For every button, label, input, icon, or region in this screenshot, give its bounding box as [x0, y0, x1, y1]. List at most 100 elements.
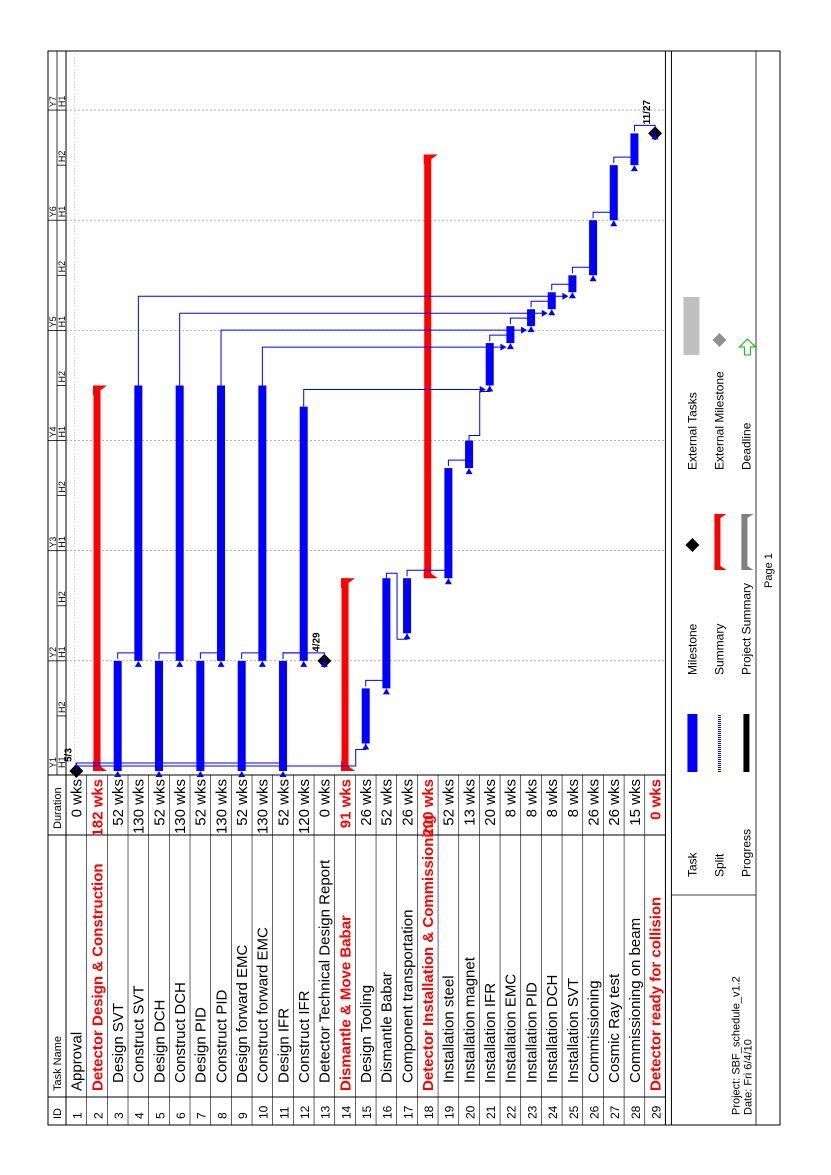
- task-id: 26: [587, 1105, 601, 1119]
- task-name: Detector Design & Construction: [89, 863, 106, 1091]
- timeline-year-label: Y7: [48, 96, 58, 107]
- dependency-arrowhead: [155, 771, 163, 777]
- legend-deadline-symbol: [738, 338, 757, 356]
- dependency-link: [220, 329, 526, 386]
- dependency-link: [530, 300, 553, 310]
- task-bar: [237, 660, 246, 771]
- dependency-arrowhead: [527, 326, 535, 333]
- legend-label-project-summary: Project Summary: [739, 583, 753, 675]
- task-name: Dismantle Babar: [379, 972, 396, 1083]
- dependency-link: [158, 652, 181, 661]
- task-name: Cosmic Ray test: [606, 973, 623, 1083]
- task-duration: 26 wks: [399, 779, 416, 826]
- task-bar: [299, 406, 308, 661]
- task-id: 12: [298, 1105, 312, 1119]
- task-duration: 0 wks: [647, 779, 664, 820]
- dependency-link: [592, 211, 615, 221]
- task-duration: 182 wks: [89, 779, 106, 837]
- dependency-arrowhead: [589, 275, 597, 282]
- task-duration: 20 wks: [482, 779, 499, 826]
- task-name: Design forward EMC: [234, 944, 251, 1083]
- dependency-arrowhead: [548, 309, 556, 316]
- summary-bar: [341, 578, 349, 771]
- task-name: Installation PID: [523, 982, 540, 1083]
- task-bar: [217, 385, 226, 661]
- legend-label-external-tasks: External Tasks: [685, 392, 699, 470]
- task-name: Construct DCH: [172, 982, 189, 1083]
- task-id: 8: [215, 1112, 229, 1119]
- task-bar: [589, 220, 598, 276]
- task-id: 14: [339, 1105, 353, 1119]
- timeline-half-label: H2: [57, 261, 67, 273]
- task-id: 13: [319, 1105, 333, 1119]
- legend-label-milestone: Milestone: [685, 623, 699, 675]
- task-duration: 0 wks: [317, 779, 334, 817]
- task-id: 1: [71, 1112, 85, 1119]
- dependency-link: [282, 652, 325, 661]
- task-duration: 52 wks: [441, 779, 458, 826]
- task-bar: [444, 468, 453, 579]
- dependency-link: [571, 266, 594, 276]
- task-name: Design PID: [193, 1007, 210, 1083]
- dependency-link: [468, 385, 491, 441]
- task-name: Construct IFR: [296, 990, 313, 1083]
- dependency-link: [551, 283, 573, 293]
- timeline-year-label: Y2: [48, 647, 58, 658]
- task-duration: 130 wks: [131, 779, 148, 834]
- task-name: Detector ready for collision: [647, 897, 664, 1091]
- task-duration: 52 wks: [151, 779, 168, 826]
- footer-frame: [670, 50, 781, 1126]
- task-duration: 52 wks: [110, 779, 127, 826]
- legend-label-external-milestone: External Milestone: [712, 371, 726, 470]
- dependency-arrowhead: [134, 660, 142, 667]
- task-name: Detector Technical Design Report: [317, 859, 334, 1083]
- dependency-link: [447, 459, 470, 469]
- dependency-arrowhead: [258, 660, 266, 667]
- task-name: Approval: [69, 1032, 86, 1091]
- task-id: 5: [153, 1112, 167, 1119]
- legend-milestone-symbol: [685, 538, 700, 552]
- task-name: Design IFR: [275, 1008, 292, 1083]
- task-duration: 52 wks: [234, 779, 251, 826]
- dependency-arrowhead: [196, 771, 204, 777]
- legend-label-summary: Summary: [712, 624, 726, 675]
- task-duration: 130 wks: [213, 779, 230, 834]
- task-name: Installation DCH: [544, 975, 561, 1083]
- task-name: Design DCH: [151, 1000, 168, 1083]
- footer-project: Project: SBF_schedule_v1.2: [730, 976, 742, 1115]
- dependency-arrowhead: [562, 292, 569, 300]
- task-id: 3: [112, 1112, 126, 1119]
- timeline-half-label: H2: [57, 591, 67, 603]
- task-duration: 52 wks: [379, 779, 396, 826]
- dependency-arrowhead: [486, 385, 494, 392]
- task-name: Installation SVT: [565, 978, 582, 1083]
- dependency-arrowhead: [114, 771, 122, 777]
- task-duration: 130 wks: [255, 779, 272, 834]
- dependency-arrowhead: [541, 309, 548, 317]
- timeline-half-label: H2: [57, 481, 67, 493]
- task-bar: [609, 165, 618, 221]
- task-id: 10: [257, 1105, 271, 1119]
- timeline-year-label: Y5: [48, 316, 58, 327]
- dependency-arrowhead: [500, 343, 507, 351]
- task-duration: 8 wks: [544, 779, 561, 817]
- task-id: 6: [174, 1112, 188, 1119]
- task-bar: [175, 385, 184, 661]
- dependency-link: [633, 124, 656, 134]
- task-id: 17: [401, 1105, 415, 1119]
- dependency-arrowhead: [176, 660, 184, 667]
- summary-bar: [93, 385, 101, 771]
- timeline-half-label: H1: [57, 646, 67, 658]
- dependency-link: [509, 317, 532, 327]
- milestone-label: 11/27: [642, 99, 653, 124]
- task-name: Design Tooling: [358, 985, 375, 1083]
- legend-label-progress: Progress: [739, 829, 753, 877]
- task-bar: [361, 688, 370, 744]
- timeline-half-label: H1: [57, 206, 67, 218]
- legend-summary-cap: [714, 514, 727, 522]
- timeline-half-label: H1: [57, 536, 67, 548]
- dependency-link: [406, 569, 449, 579]
- task-bar: [258, 385, 267, 661]
- dependency-link: [137, 295, 567, 386]
